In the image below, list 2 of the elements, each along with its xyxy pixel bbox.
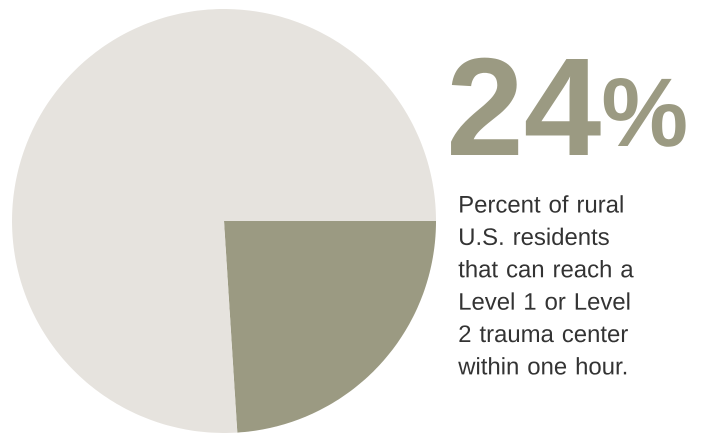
data-label: 24$^{%}$ bbox=[451, 58, 686, 155]
text: Percent of rural U.S. residents that can reach a Level 1 or Level 2 trauma center within one hour. bbox=[458, 195, 634, 375]
